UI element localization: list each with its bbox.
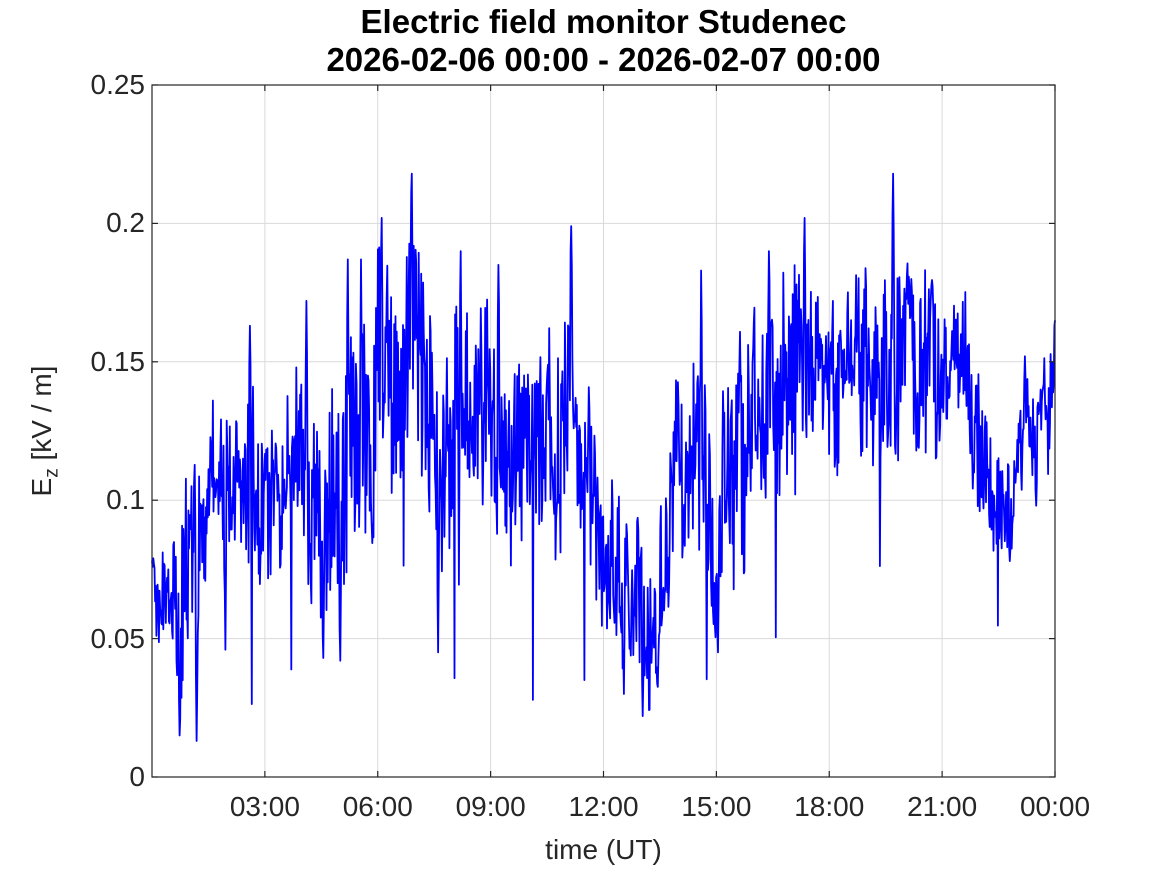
x-tick-label: 15:00 xyxy=(681,791,752,822)
x-tick-label: 03:00 xyxy=(229,791,300,822)
y-tick-label: 0.1 xyxy=(106,484,145,516)
x-tick-label: 09:00 xyxy=(455,791,526,822)
y-tick-label: 0.25 xyxy=(90,69,146,100)
x-tick-label: 06:00 xyxy=(342,791,413,822)
y-tick-label: 0.05 xyxy=(90,622,146,654)
x-tick-label: 00:00 xyxy=(1019,791,1091,822)
y-tick-label: 0.15 xyxy=(90,345,146,377)
y-tick-label: 0.2 xyxy=(106,207,145,239)
chart-title: Electric field monitor Studenec xyxy=(360,3,847,40)
x-tick-label: 18:00 xyxy=(794,791,865,822)
x-tick-label: 21:00 xyxy=(907,791,978,822)
chart-subtitle: 2026-02-06 00:00 - 2026-02-07 00:00 xyxy=(326,41,881,78)
y-tick-label: 0 xyxy=(129,761,145,792)
x-axis-label: time (UT) xyxy=(545,834,662,865)
x-tick-label: 12:00 xyxy=(568,791,639,822)
